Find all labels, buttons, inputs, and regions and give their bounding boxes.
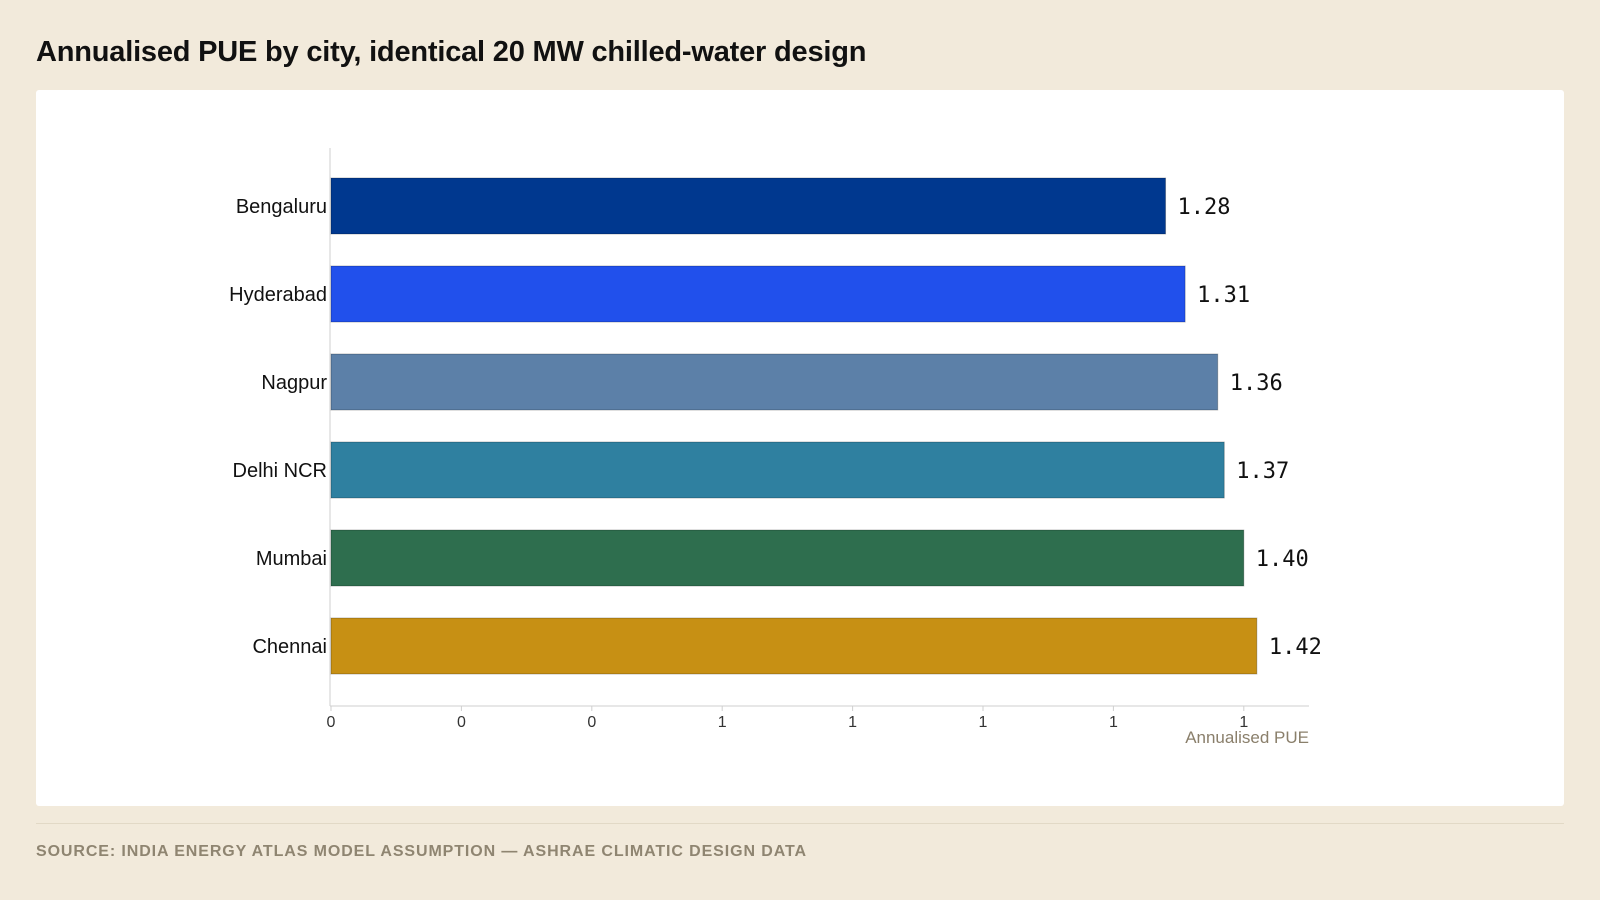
bar-nagpur <box>330 353 1219 411</box>
category-label-delhi-ncr: Delhi NCR <box>233 460 327 482</box>
source-note: SOURCE: INDIA ENERGY ATLAS MODEL ASSUMPT… <box>36 843 807 860</box>
bar-chart: Bengaluru 1.28 Hyderabad 1.31 Nagpur 1.36 Delh… <box>229 148 1322 747</box>
x-tick-label: 1 <box>718 714 727 731</box>
x-tick-label: 1 <box>848 714 857 731</box>
bar-bengaluru <box>330 177 1167 235</box>
value-label-mumbai: 1.40 <box>1256 547 1309 572</box>
x-axis-title: Annualised PUE <box>1185 728 1309 747</box>
value-label-hyderabad: 1.31 <box>1197 283 1250 308</box>
x-tick-label: 1 <box>1239 714 1248 731</box>
page-title: Annualised PUE by city, identical 20 MW … <box>36 36 867 68</box>
value-label-bengaluru: 1.28 <box>1178 195 1231 220</box>
bar-mumbai <box>330 529 1245 587</box>
category-label-bengaluru: Bengaluru <box>236 196 327 218</box>
category-label-chennai: Chennai <box>252 636 327 658</box>
bar-delhi-ncr <box>330 441 1225 499</box>
category-label-hyderabad: Hyderabad <box>229 284 327 306</box>
x-tick-label: 1 <box>1109 714 1118 731</box>
bar-chennai <box>330 617 1258 675</box>
x-tick-label: 0 <box>587 714 596 731</box>
bars-layer: Bengaluru 1.28 Hyderabad 1.31 Nagpur 1.36 Delh… <box>229 177 1322 675</box>
footer-divider <box>36 823 1564 824</box>
bar-hyderabad <box>330 265 1186 323</box>
value-label-chennai: 1.42 <box>1269 635 1322 660</box>
x-tick-label: 0 <box>327 714 336 731</box>
x-tick-label: 1 <box>979 714 988 731</box>
chart-card: Bengaluru 1.28 Hyderabad 1.31 Nagpur 1.36 Delh… <box>36 90 1564 806</box>
x-tick-label: 0 <box>457 714 466 731</box>
category-label-nagpur: Nagpur <box>261 372 327 394</box>
x-axis-ticks: 0 0 0 1 1 1 1 1 <box>327 706 1248 731</box>
category-label-mumbai: Mumbai <box>256 548 327 570</box>
value-label-delhi-ncr: 1.37 <box>1236 459 1289 484</box>
value-label-nagpur: 1.36 <box>1230 371 1283 396</box>
